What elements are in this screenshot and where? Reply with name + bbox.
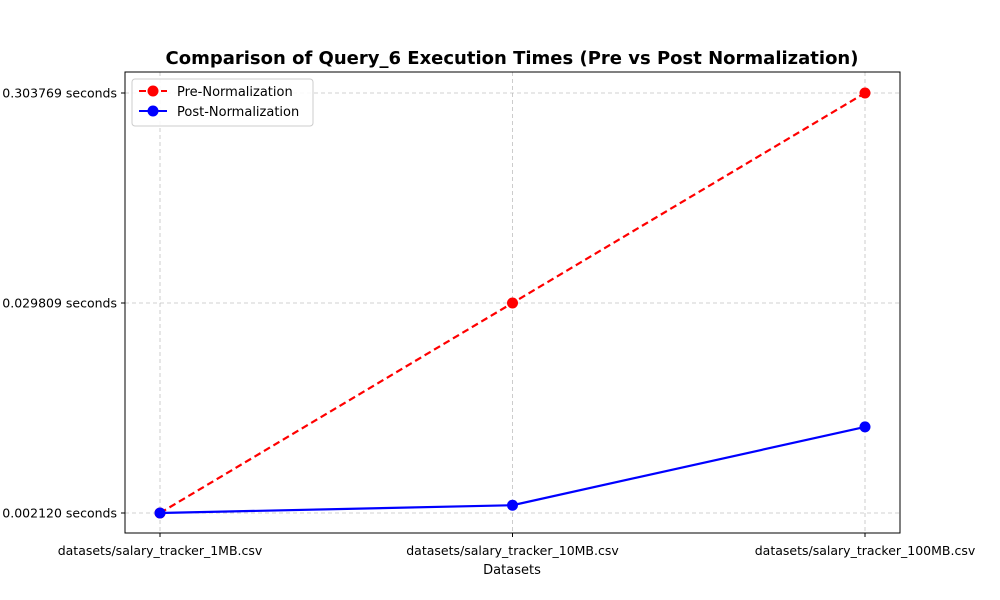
legend-box [131,78,314,127]
data-point-post-normalization [859,421,871,433]
legend: Pre-Normalization Post-Normalization [131,78,314,127]
y-tick-label: 0.303769 seconds [2,86,117,101]
x-axis-ticks: datasets/salary_tracker_1MB.csv datasets/… [58,533,976,558]
x-tick-label: datasets/salary_tracker_10MB.csv [406,543,619,558]
legend-marker-pre-normalization [147,85,159,97]
x-axis-label: Datasets [483,563,541,578]
x-tick-label: datasets/salary_tracker_1MB.csv [58,543,263,558]
legend-label-pre-normalization: Pre-Normalization [177,85,293,100]
legend-label-post-normalization: Post-Normalization [177,105,299,120]
chart-title: Comparison of Query_6 Execution Times (P… [166,48,859,69]
data-point-pre-normalization [507,297,518,309]
data-point-post-normalization [154,507,166,519]
x-tick-label: datasets/salary_tracker_100MB.csv [755,543,976,558]
series-layer [154,87,871,519]
y-axis-ticks: 0.002120 seconds 0.029809 seconds 0.303769… [2,86,125,521]
y-tick-label: 0.002120 seconds [2,506,117,521]
legend-marker-post-normalization [147,105,159,117]
data-point-post-normalization [507,499,518,511]
data-point-pre-normalization [859,87,871,99]
y-tick-label: 0.029809 seconds [2,296,117,311]
